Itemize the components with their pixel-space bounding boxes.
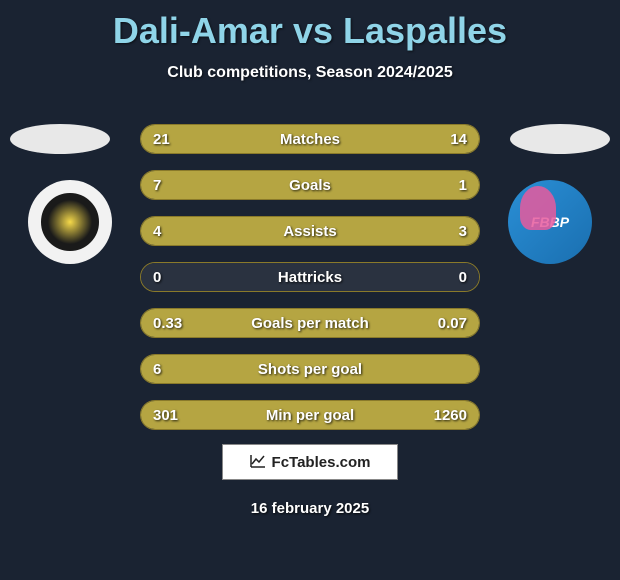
page-title: Dali-Amar vs Laspalles xyxy=(0,0,620,52)
stat-label: Matches xyxy=(141,125,479,154)
chart-icon xyxy=(250,454,266,471)
stat-row: 6Shots per goal xyxy=(140,354,480,384)
stat-label: Hattricks xyxy=(141,263,479,292)
player-right-avatar-placeholder xyxy=(510,124,610,154)
stat-label: Min per goal xyxy=(141,401,479,430)
stat-label: Goals xyxy=(141,171,479,200)
stat-row: 0.330.07Goals per match xyxy=(140,308,480,338)
player-left-avatar-placeholder xyxy=(10,124,110,154)
footer-date: 16 february 2025 xyxy=(0,500,620,517)
player-right-club-badge: FBBP xyxy=(508,180,592,264)
stat-label: Goals per match xyxy=(141,309,479,338)
stat-label: Shots per goal xyxy=(141,355,479,384)
footer-brand-box[interactable]: FcTables.com xyxy=(222,444,398,480)
page-subtitle: Club competitions, Season 2024/2025 xyxy=(0,64,620,82)
stat-row: 71Goals xyxy=(140,170,480,200)
footer-brand-text: FcTables.com xyxy=(272,454,371,471)
player-left-club-badge xyxy=(28,180,112,264)
stat-row: 3011260Min per goal xyxy=(140,400,480,430)
stats-container: 2114Matches 71Goals 43Assists 00Hattricks 0.… xyxy=(140,124,480,446)
stat-row: 2114Matches xyxy=(140,124,480,154)
stat-label: Assists xyxy=(141,217,479,246)
stat-row: 00Hattricks xyxy=(140,262,480,292)
stat-row: 43Assists xyxy=(140,216,480,246)
club-badge-pink-shape xyxy=(520,186,556,230)
club-badge-inner-left xyxy=(41,193,99,251)
